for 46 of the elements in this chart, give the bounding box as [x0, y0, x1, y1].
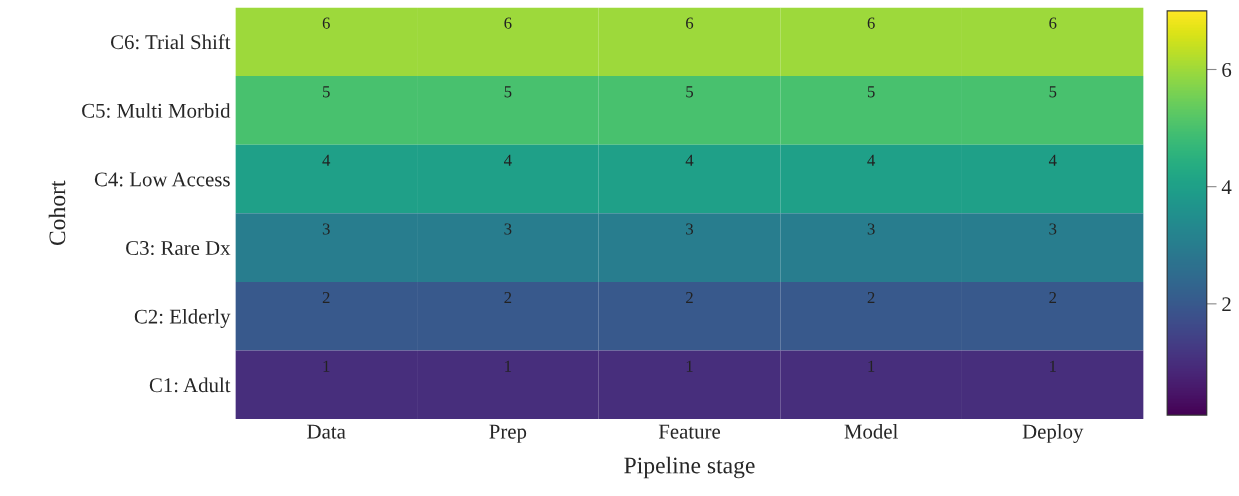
x-axis-title: Pipeline stage	[624, 456, 755, 479]
x-tick-label: Prep	[489, 424, 527, 443]
data-label: 5	[323, 86, 330, 98]
data-label: 3	[322, 223, 330, 235]
data-label: 2	[504, 292, 512, 304]
data-label: 3	[504, 223, 512, 235]
x-tick-label: Feature	[658, 424, 721, 439]
color-bar-label: 2	[1222, 297, 1231, 312]
data-label: 4	[322, 154, 331, 166]
data-label: 4	[685, 154, 694, 166]
y-axis-title: Cohort	[48, 180, 66, 246]
data-label: 3	[867, 223, 875, 235]
x-tick-label: Model	[844, 423, 898, 439]
x-tick-label: Data	[307, 424, 346, 439]
data-label: 2	[322, 292, 330, 304]
y-tick-label: C4: Low Access	[94, 172, 230, 187]
y-tick-label: C2: Elderly	[134, 308, 231, 328]
data-label: 2	[867, 292, 875, 304]
data-label: 2	[1049, 292, 1057, 304]
data-label: 6	[322, 17, 330, 29]
data-label: 6	[1049, 17, 1057, 29]
data-label: 4	[867, 154, 876, 166]
x-tick-label: Deploy	[1022, 423, 1084, 443]
data-label: 3	[686, 223, 694, 235]
y-tick-label: C3: Rare Dx	[126, 241, 231, 256]
data-label: 6	[867, 17, 875, 29]
data-label: 3	[1049, 223, 1057, 235]
data-label: 6	[686, 17, 694, 29]
data-label: 5	[686, 86, 694, 98]
color-bar-label: 4	[1221, 180, 1232, 194]
y-tick-label: C1: Adult	[149, 377, 231, 393]
data-label: 5	[504, 86, 512, 98]
data-label: 4	[504, 154, 512, 166]
data-label: 2	[686, 292, 693, 304]
data-label: 1	[505, 360, 512, 372]
data-label: 5	[867, 86, 875, 98]
data-label: 4	[1048, 154, 1057, 166]
data-label: 1	[686, 360, 693, 372]
data-label: 1	[868, 360, 875, 372]
y-tick-label: C5: Multi Morbid	[82, 103, 231, 118]
data-label: 6	[504, 17, 512, 29]
data-label: 1	[1050, 360, 1056, 372]
data-label: 5	[1049, 86, 1057, 98]
y-tick-label: C6: Trial Shift	[110, 34, 231, 50]
data-label: 1	[323, 360, 330, 372]
color-bar-label: 6	[1222, 62, 1232, 77]
